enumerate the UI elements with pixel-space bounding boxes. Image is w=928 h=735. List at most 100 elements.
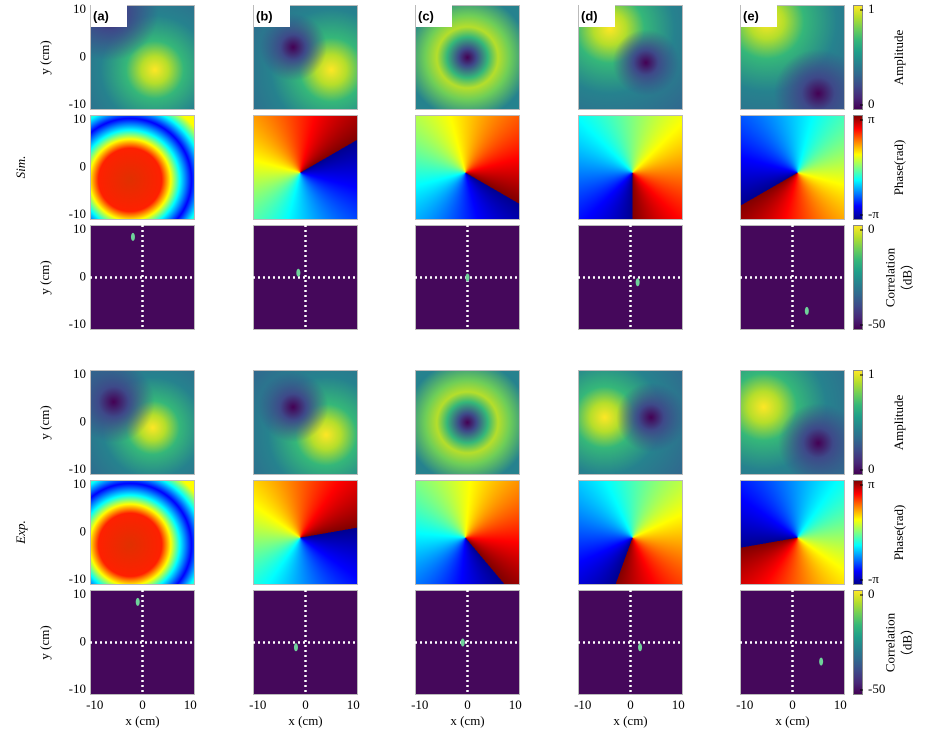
correlation-peak	[130, 232, 135, 241]
colorbar	[853, 370, 863, 475]
colorbar-tick-label: -π	[868, 571, 879, 586]
y-tick-label: 0	[80, 633, 87, 648]
panel-label-box	[91, 5, 127, 27]
heatmap	[578, 115, 683, 220]
colorbar-tick-label: 0	[868, 586, 875, 601]
x-axis-label: x (cm)	[775, 713, 809, 728]
y-axis-label: y (cm)	[37, 625, 52, 659]
y-tick-label: 10	[73, 111, 86, 126]
y-tick-label: 0	[80, 48, 87, 63]
x-tick-label: 10	[509, 697, 522, 712]
heatmap	[415, 590, 520, 695]
y-tick-label: 10	[73, 586, 86, 601]
heatmap	[253, 590, 358, 695]
heatmap	[253, 225, 358, 330]
x-tick-label: 10	[672, 697, 685, 712]
colorbar-tick-label: 1	[868, 366, 875, 381]
colorbar-tick-label: 0	[868, 461, 875, 476]
y-tick-label: 0	[80, 413, 87, 428]
y-axis-label: y (cm)	[37, 405, 52, 439]
panel-label-box	[579, 5, 615, 27]
colorbar	[853, 590, 863, 695]
y-tick-label: -10	[69, 206, 86, 221]
colorbar-label: Correlation	[882, 612, 897, 672]
x-tick-label: 10	[184, 697, 197, 712]
correlation-peak	[293, 643, 298, 652]
colorbar-tick-label: π	[868, 476, 875, 491]
y-tick-label: 10	[73, 1, 86, 16]
heatmap	[90, 480, 195, 585]
colorbar-label: Correlation	[882, 247, 897, 307]
colorbar-tick-label: 0	[868, 221, 875, 236]
y-tick-label: -10	[69, 96, 86, 111]
heatmap	[415, 370, 520, 475]
colorbar-label: Amplitude	[891, 29, 906, 85]
heatmap	[740, 115, 845, 220]
x-axis-label: x (cm)	[125, 713, 159, 728]
heatmap	[90, 590, 195, 695]
correlation-peak	[460, 638, 465, 647]
heatmap	[578, 225, 683, 330]
heatmap	[415, 480, 520, 585]
y-tick-label: 10	[73, 366, 86, 381]
panel-label: (d)	[581, 8, 598, 23]
x-tick-label: -10	[249, 697, 266, 712]
heatmap	[90, 225, 195, 330]
correlation-peak	[465, 273, 470, 282]
heatmap	[253, 370, 358, 475]
correlation-peak	[819, 657, 824, 666]
x-tick-label: -10	[736, 697, 753, 712]
colorbar-label: Phase(rad)	[891, 505, 906, 561]
colorbar-tick-label: π	[868, 111, 875, 126]
colorbar	[853, 480, 863, 585]
y-tick-label: -10	[69, 461, 86, 476]
y-tick-label: -10	[69, 571, 86, 586]
correlation-peak	[296, 268, 301, 277]
heatmap	[740, 480, 845, 585]
y-axis-label: y (cm)	[37, 260, 52, 294]
panel-label: (a)	[93, 8, 109, 23]
correlation-peak	[135, 597, 140, 606]
heatmap	[415, 115, 520, 220]
x-axis-label: x (cm)	[613, 713, 647, 728]
correlation-peak	[638, 643, 643, 652]
correlation-peak	[804, 306, 809, 315]
panel-label: (c)	[418, 8, 434, 23]
colorbar-label: Phase(rad)	[891, 140, 906, 196]
colorbar	[853, 5, 863, 110]
colorbar	[853, 115, 863, 220]
y-tick-label: 0	[80, 523, 87, 538]
x-tick-label: 10	[834, 697, 847, 712]
x-tick-label: -10	[411, 697, 428, 712]
x-tick-label: -10	[86, 697, 103, 712]
colorbar-label: Amplitude	[891, 394, 906, 450]
correlation-peak	[635, 278, 640, 287]
x-tick-label: 0	[789, 697, 796, 712]
heatmap	[253, 115, 358, 220]
heatmap	[578, 480, 683, 585]
x-tick-label: 10	[347, 697, 360, 712]
heatmap	[90, 115, 195, 220]
heatmap	[253, 480, 358, 585]
row-group-label: Exp.	[13, 520, 28, 544]
heatmap	[740, 590, 845, 695]
panel-label: (b)	[256, 8, 273, 23]
panel-label-box	[254, 5, 290, 27]
colorbar-label: （dB）	[899, 622, 914, 663]
colorbar-label: （dB）	[899, 257, 914, 298]
y-tick-label: -10	[69, 681, 86, 696]
colorbar	[853, 225, 863, 330]
x-axis-label: x (cm)	[450, 713, 484, 728]
colorbar-tick-label: -π	[868, 206, 879, 221]
heatmap	[578, 370, 683, 475]
y-tick-label: -10	[69, 316, 86, 331]
x-tick-label: 0	[302, 697, 309, 712]
panel-label-box	[416, 5, 452, 27]
heatmap	[90, 370, 195, 475]
y-tick-label: 10	[73, 221, 86, 236]
panel-label: (e)	[743, 8, 759, 23]
colorbar-tick-label: -50	[868, 316, 885, 331]
colorbar-tick-label: -50	[868, 681, 885, 696]
